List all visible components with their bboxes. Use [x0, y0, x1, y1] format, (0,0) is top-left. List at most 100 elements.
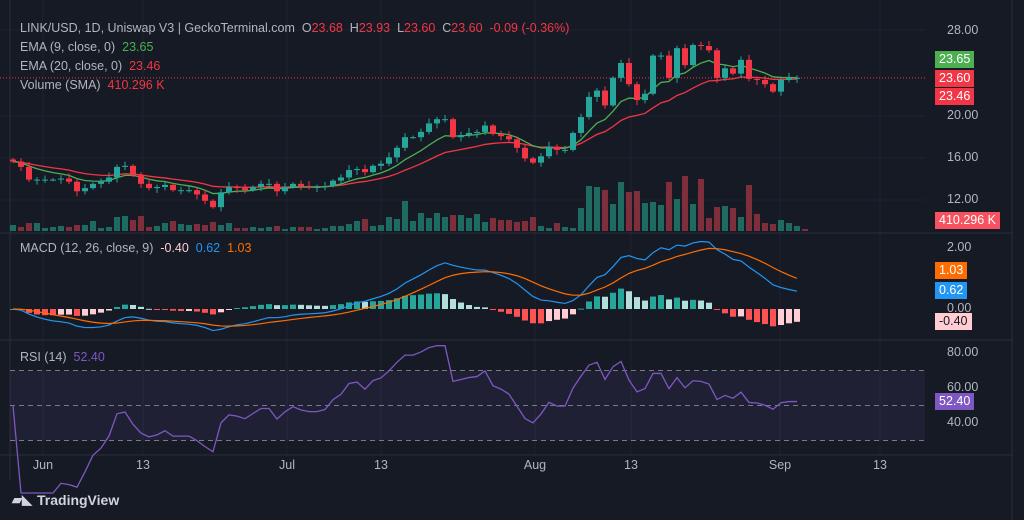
candle-body — [650, 55, 656, 94]
macd-histogram-bar — [786, 309, 792, 324]
rsi-value: 52.40 — [73, 350, 105, 364]
candle-body — [154, 187, 160, 189]
volume-bar — [186, 225, 192, 231]
candle-body — [498, 134, 504, 137]
volume-bar — [330, 226, 336, 231]
candle-body — [586, 96, 592, 118]
candle-body — [730, 68, 736, 74]
macd-histogram-bar — [562, 309, 568, 319]
volume-bar — [314, 229, 320, 231]
candle-body — [114, 166, 120, 178]
macd-line — [12, 240, 798, 332]
date-tick: Jul — [279, 458, 295, 472]
candle-body — [346, 170, 352, 178]
volume-bar — [546, 228, 552, 231]
macd-histogram-bar — [722, 309, 728, 314]
ema20-value: 23.46 — [129, 59, 161, 73]
candle-body — [282, 187, 288, 192]
macd-histogram-bar — [610, 292, 616, 309]
volume-legend[interactable]: Volume (SMA) 410.296 K — [20, 78, 165, 92]
candle-body — [578, 117, 584, 133]
date-tick: 13 — [136, 458, 150, 472]
macd-histogram-bar — [82, 309, 88, 316]
volume-bar — [378, 225, 384, 231]
candle-body — [242, 188, 248, 191]
volume-bar — [642, 203, 648, 231]
macd-histogram-bar — [546, 309, 552, 322]
volume-bar — [114, 217, 120, 231]
volume-bar — [786, 223, 792, 231]
volume-bar — [626, 192, 632, 231]
price-tick: 20.00 — [947, 108, 979, 122]
change-value: -0.09 (-0.36%) — [489, 21, 570, 35]
candle-body — [170, 184, 176, 191]
volume-bar — [106, 227, 112, 231]
tradingview-logo[interactable]: ▰◣ TradingView — [12, 492, 119, 508]
candle-body — [794, 77, 800, 79]
volume-bar — [290, 227, 296, 231]
candle-body — [674, 48, 680, 78]
volume-bar — [178, 224, 184, 231]
macd-histogram-bar — [314, 305, 320, 309]
macd-histogram-bar — [290, 304, 296, 309]
candle-body — [298, 183, 304, 186]
candle-body — [362, 169, 368, 173]
volume-bar — [650, 202, 656, 231]
macd-histogram-bar — [658, 295, 664, 309]
candle-body — [410, 137, 416, 139]
candle-body — [522, 147, 528, 159]
volume-bar — [202, 225, 208, 231]
volume-bar — [426, 218, 432, 231]
volume-bar — [802, 229, 808, 231]
volume-bar — [138, 216, 144, 231]
candle-body — [378, 163, 384, 166]
candle-body — [762, 79, 768, 85]
rsi-tag: 52.40 — [935, 393, 975, 410]
volume-bar — [298, 227, 304, 231]
volume-bar — [18, 227, 24, 231]
symbol-title[interactable]: LINK/USD, 1D, Uniswap V3 | GeckoTerminal… — [20, 21, 295, 35]
candle-body — [50, 179, 56, 181]
volume-bar — [258, 228, 264, 231]
candle-body — [434, 119, 440, 124]
macd-histogram-bar — [650, 296, 656, 309]
ema20-label: EMA (20, close, 0) — [20, 59, 123, 73]
macd-histogram-bar — [58, 309, 64, 315]
candle-body — [122, 165, 128, 167]
volume-bar — [410, 221, 416, 231]
macd-histogram-bar — [74, 309, 80, 316]
rsi-legend[interactable]: RSI (14) 52.40 — [20, 350, 105, 364]
candle-body — [722, 68, 728, 78]
ema9-legend[interactable]: EMA (9, close, 0) 23.65 — [20, 40, 153, 54]
candle-body — [130, 165, 136, 176]
volume-bar — [586, 186, 592, 231]
macd-histogram-bar — [618, 288, 624, 309]
close-label: C — [442, 21, 452, 35]
candle-body — [402, 137, 408, 148]
candle-body — [42, 179, 48, 181]
date-tick: Sep — [768, 458, 792, 472]
date-tick: 13 — [873, 458, 887, 472]
candle-body — [418, 131, 424, 138]
macd-signal-value: 1.03 — [227, 241, 252, 255]
date-tick: 13 — [374, 458, 388, 472]
macd-histogram-bar — [514, 309, 520, 317]
candle-body — [458, 135, 464, 138]
macd-histogram-bar — [106, 309, 112, 311]
macd-legend[interactable]: MACD (12, 26, close, 9) -0.40 0.62 1.03 — [20, 241, 251, 255]
macd-histogram-bar — [666, 299, 672, 309]
macd-histogram-bar — [186, 309, 192, 312]
candle-body — [138, 175, 144, 184]
volume-bar — [498, 220, 504, 231]
macd-histogram-bar — [690, 299, 696, 309]
candle-body — [186, 190, 192, 192]
volume-bar — [146, 227, 152, 231]
candle-body — [506, 136, 512, 140]
candle-body — [594, 90, 600, 97]
volume-bar — [754, 214, 760, 231]
volume-bar — [26, 223, 32, 231]
ema20-legend[interactable]: EMA (20, close, 0) 23.46 — [20, 59, 160, 73]
candle-body — [234, 187, 240, 189]
macd-histogram-bar — [682, 300, 688, 309]
